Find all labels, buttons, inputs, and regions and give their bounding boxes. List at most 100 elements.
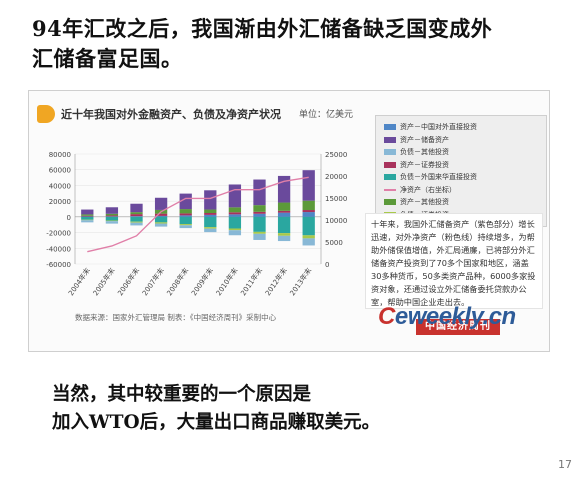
bar-segment (253, 233, 266, 240)
heading-line-1: 94年汇改之后，我国渐由外汇储备缺乏国变成外 (32, 16, 493, 41)
heading-line-2: 汇储备富足国。 (32, 46, 183, 71)
bar-segment (154, 215, 168, 217)
bar-segment (81, 216, 94, 217)
bar-segment (253, 231, 266, 234)
net-assets-line (87, 176, 309, 253)
bar-segment (277, 202, 291, 211)
bar-segment (228, 230, 242, 236)
legend-swatch (384, 199, 396, 205)
bar-segment (277, 210, 291, 213)
bar-segment (105, 216, 119, 221)
bar-segment (81, 219, 94, 221)
slide-heading: 94年汇改之后，我国渐由外汇储备缺乏国变成外 汇储备富足国。 (32, 14, 552, 74)
bar-segment (204, 214, 217, 217)
bar-segment (228, 214, 242, 217)
y2-tick-label: 5000 (325, 239, 343, 247)
bar-segment (179, 193, 192, 210)
page-number: 17 (558, 458, 572, 471)
conclusion-line-1: 当然，其中较重要的一个原因是 (52, 384, 312, 405)
legend-swatch (384, 188, 396, 191)
chart-figure: 近十年我国对外金融资产、负债及净资产状况 单位：亿美元 80000 60000 40… (28, 90, 550, 352)
bar-segment (302, 200, 315, 211)
bar-segment (105, 207, 119, 214)
bar-segment (130, 216, 143, 217)
y2-tick-label: 20000 (325, 173, 347, 181)
bar-segment (81, 220, 94, 223)
bar-segment (277, 212, 291, 217)
bar-segment (253, 213, 266, 217)
conclusion-line-2: 加入WTO后，大量出口商品赚取美元。 (52, 412, 381, 433)
bar-segment (204, 228, 217, 233)
bar-segment (105, 213, 119, 216)
bar-segment (253, 179, 266, 206)
bar-segment (204, 213, 217, 215)
bar-segment (179, 216, 192, 225)
bar-segment (81, 216, 94, 220)
legend-swatch (384, 136, 396, 143)
y2-tick-label: 0 (325, 261, 329, 269)
x-tick-label: 2007年末 (140, 266, 166, 297)
bar-segment (154, 213, 168, 216)
bar-segment (277, 233, 291, 236)
bar-segment (253, 211, 266, 214)
publication-stamp: 中国经济周刊 (416, 319, 500, 335)
figure-source: 数据来源：国家外汇管理局 制表：《中国经济周刊》采制中心 (75, 313, 277, 322)
bar-segment (130, 222, 143, 226)
x-tick-label: 2013年末 (288, 266, 314, 297)
bar-segment (130, 212, 143, 215)
bar-segment (302, 216, 315, 236)
bar-segment (179, 224, 192, 226)
y-tick-label: 20000 (49, 198, 71, 206)
chart-legend: 资产－中国对外直接投资 资产－储备资产 负债－其他投资 资产－证券投资 负债－外国来华直… (375, 115, 547, 227)
bar-segment (179, 209, 192, 214)
legend-label: 资产－其他投资 (400, 198, 449, 206)
bar-segment (105, 216, 119, 217)
bar-segment (81, 215, 94, 217)
bar-segment (228, 207, 242, 213)
bar-segment (204, 227, 217, 229)
y-tick-label: -40000 (46, 245, 71, 253)
legend-label: 资产－中国对外直接投资 (400, 123, 477, 131)
bar-segment (81, 214, 94, 216)
bar-segment (253, 216, 266, 232)
bar-segment (130, 216, 143, 222)
figure-note: 十年来，我国外汇储备资产（紫色部分）增长迅速，对外净资产（粉色线）持续增多，为帮… (365, 213, 543, 309)
x-tick-label: 2008年末 (165, 266, 191, 297)
y-tick-label: 0 (67, 214, 71, 222)
legend-label: 净资产（右坐标） (400, 185, 456, 194)
financial-position-chart: 800006000040000200000-20000-40000-600002… (46, 151, 347, 297)
bar-segment (204, 209, 217, 214)
watermark-text: eweekly.cn (394, 303, 516, 330)
y-tick-label: -20000 (46, 230, 71, 238)
bar-segment (228, 228, 242, 231)
y-tick-label: -60000 (46, 261, 71, 269)
bar-segment (302, 212, 315, 217)
bar-segment (81, 209, 94, 215)
y-tick-label: 60000 (49, 167, 71, 175)
legend-item: 资产－储备资产 (384, 135, 449, 147)
x-tick-label: 2011年末 (239, 266, 265, 297)
x-tick-label: 2010年末 (214, 266, 240, 297)
bar-segment (105, 220, 119, 222)
bar-segment (253, 205, 266, 212)
bar-segment (179, 213, 192, 216)
x-tick-label: 2006年末 (116, 266, 142, 297)
legend-item: 资产－证券投资 (384, 160, 449, 172)
bar-segment (302, 238, 315, 246)
legend-item: 净资产（右坐标） (384, 185, 456, 197)
x-tick-label: 2012年末 (263, 266, 289, 297)
site-watermark: Ceweekly.cn (378, 302, 548, 332)
y-tick-label: 40000 (49, 182, 71, 190)
legend-swatch (384, 161, 396, 168)
x-tick-label: 2009年末 (189, 266, 215, 297)
figure-unit: 单位：亿美元 (299, 110, 354, 120)
bar-segment (277, 235, 291, 242)
legend-swatch (384, 124, 396, 130)
bar-segment (302, 170, 315, 201)
bar-segment (179, 215, 192, 217)
bar-segment (228, 212, 242, 215)
bar-segment (130, 214, 143, 217)
bar-segment (204, 216, 217, 228)
y2-tick-label: 15000 (325, 195, 347, 203)
legend-item: 资产－中国对外直接投资 (384, 122, 477, 134)
